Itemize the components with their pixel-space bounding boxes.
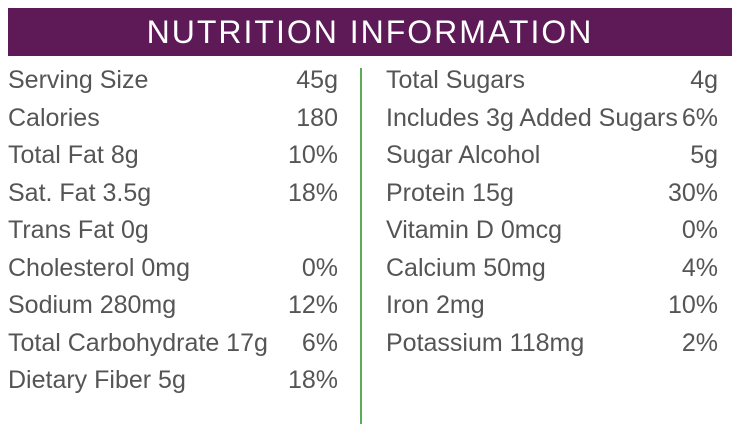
nutrient-value: 0% <box>681 216 718 244</box>
nutrient-column-left: Serving Size 45g Calories 180 Total Fat … <box>8 62 338 400</box>
nutrient-row-potassium: Potassium 118mg 2% <box>386 325 718 363</box>
nutrient-label: Calcium 50mg <box>386 253 546 282</box>
nutrient-label: Potassium 118mg <box>386 328 585 357</box>
nutrient-value: 6% <box>301 328 338 357</box>
nutrient-value: 180 <box>296 103 338 132</box>
nutrient-value: 4% <box>681 253 718 282</box>
nutrient-value: 45g <box>296 66 338 94</box>
nutrient-label: Serving Size <box>8 66 149 94</box>
nutrient-column-right: Total Sugars 4g Includes 3g Added Sugars… <box>386 62 718 362</box>
nutrient-row-total-fat: Total Fat 8g 10% <box>8 137 338 175</box>
nutrient-label: Protein 15g <box>386 178 514 207</box>
nutrient-row-calories: Calories 180 <box>8 100 338 138</box>
nutrient-value: 10% <box>667 291 718 319</box>
nutrient-label: Includes 3g Added Sugars <box>386 103 678 132</box>
nutrient-value: 10% <box>287 141 338 169</box>
nutrient-label: Sugar Alcohol <box>386 141 541 169</box>
nutrient-label: Total Fat 8g <box>8 141 139 169</box>
nutrient-row-protein: Protein 15g 30% <box>386 175 718 213</box>
nutrient-row-total-sugars: Total Sugars 4g <box>386 62 718 100</box>
nutrient-row-serving-size: Serving Size 45g <box>8 62 338 100</box>
nutrient-label: Sat. Fat 3.5g <box>8 178 152 207</box>
nutrient-value: 2% <box>681 328 718 357</box>
nutrient-value: 12% <box>287 291 338 319</box>
nutrient-label: Vitamin D 0mcg <box>386 216 562 244</box>
nutrient-label: Dietary Fiber 5g <box>8 366 186 394</box>
nutrient-value: 18% <box>287 178 338 207</box>
nutrient-value: 30% <box>667 178 718 207</box>
nutrient-row-sugar-alcohol: Sugar Alcohol 5g <box>386 137 718 175</box>
nutrient-label: Trans Fat 0g <box>8 216 149 244</box>
nutrient-row-calcium: Calcium 50mg 4% <box>386 250 718 288</box>
nutrient-row-iron: Iron 2mg 10% <box>386 287 718 325</box>
nutrient-label: Iron 2mg <box>386 291 485 319</box>
nutrient-row-cholesterol: Cholesterol 0mg 0% <box>8 250 338 288</box>
nutrient-label: Total Carbohydrate 17g <box>8 328 268 357</box>
nutrient-value: 18% <box>287 366 338 394</box>
nutrition-title: NUTRITION INFORMATION <box>146 13 594 50</box>
nutrient-row-sodium: Sodium 280mg 12% <box>8 287 338 325</box>
nutrient-row-total-carbohydrate: Total Carbohydrate 17g 6% <box>8 325 338 363</box>
nutrient-row-trans-fat: Trans Fat 0g <box>8 212 338 250</box>
nutrient-label: Sodium 280mg <box>8 291 177 319</box>
nutrient-row-sat-fat: Sat. Fat 3.5g 18% <box>8 175 338 213</box>
nutrition-header-bar: NUTRITION INFORMATION <box>8 8 732 56</box>
column-divider <box>360 68 362 424</box>
nutrient-row-dietary-fiber: Dietary Fiber 5g 18% <box>8 362 338 400</box>
nutrient-label: Total Sugars <box>386 66 525 94</box>
nutrient-value: 6% <box>681 103 718 132</box>
nutrient-label: Calories <box>8 103 100 132</box>
nutrient-value: 5g <box>690 141 718 169</box>
nutrient-label: Cholesterol 0mg <box>8 253 191 282</box>
nutrient-value: 0% <box>301 253 338 282</box>
nutrient-row-vitamin-d: Vitamin D 0mcg 0% <box>386 212 718 250</box>
nutrient-row-added-sugars: Includes 3g Added Sugars 6% <box>386 100 718 138</box>
nutrient-value: 4g <box>690 66 718 94</box>
